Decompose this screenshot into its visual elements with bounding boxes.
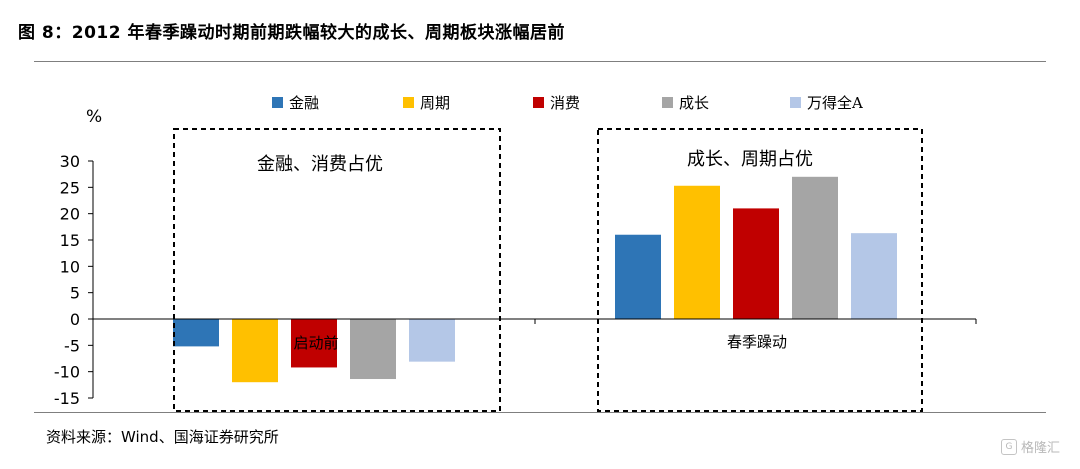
legend-label: 金融 — [289, 94, 319, 112]
watermark-text: 格隆汇 — [1020, 441, 1060, 456]
annotation-boxes: 金融、消费占优 成长、周期占优 — [173, 128, 923, 412]
bottom-divider — [34, 412, 1046, 413]
bar-0-1 — [232, 319, 278, 383]
legend-swatch — [662, 97, 673, 108]
bar-0-0 — [173, 319, 219, 347]
legend-swatch — [790, 97, 801, 108]
annotation-box — [597, 128, 923, 412]
y-tick-label: 10 — [60, 257, 80, 276]
y-axis-ticks: 30 25 20 15 10 5 0 -5 -10 -15 — [54, 152, 93, 408]
watermark-logo-icon: G — [1000, 438, 1017, 455]
y-tick-label: -15 — [54, 389, 80, 408]
bar-0-3 — [350, 319, 396, 380]
category-labels: 启动前 春季躁动 — [293, 333, 787, 352]
category-label: 启动前 — [293, 334, 338, 352]
annotation-text: 金融、消费占优 — [257, 154, 383, 175]
legend-label: 消费 — [550, 94, 580, 112]
y-tick-label: 30 — [60, 152, 80, 171]
bar-0-2 — [291, 319, 337, 368]
bar-0-4 — [409, 319, 455, 362]
bar-1-0 — [615, 234, 661, 319]
y-tick-label: -5 — [64, 336, 80, 355]
bars — [173, 176, 897, 383]
category-label: 春季躁动 — [727, 333, 787, 351]
y-tick-label: 0 — [70, 310, 80, 329]
top-divider — [34, 61, 1046, 62]
source-note: 资料来源：Wind、国海证券研究所 — [46, 428, 279, 446]
y-tick-label: 5 — [70, 284, 80, 303]
y-axis-unit: % — [86, 107, 102, 127]
legend-swatch — [533, 97, 544, 108]
annotation-box — [173, 128, 501, 412]
legend-label: 成长 — [679, 94, 709, 112]
annotation-text: 成长、周期占优 — [687, 149, 813, 170]
bar-1-4 — [851, 233, 897, 319]
y-tick-label: -10 — [54, 363, 80, 382]
legend: 金融 周期 消费 成长 万得全A — [272, 94, 863, 112]
bar-1-3 — [792, 176, 838, 319]
legend-swatch — [403, 97, 414, 108]
legend-label: 周期 — [420, 94, 450, 112]
watermark: G 格隆汇 — [1000, 437, 1060, 456]
legend-swatch — [272, 97, 283, 108]
bar-1-1 — [674, 185, 720, 319]
x-axis-ticks — [534, 319, 977, 324]
bar-1-2 — [733, 208, 779, 319]
y-tick-label: 20 — [60, 205, 80, 224]
y-tick-label: 25 — [60, 178, 80, 197]
legend-label: 万得全A — [807, 94, 863, 112]
page-title: 图 8：2012 年春季躁动时期前期跌幅较大的成长、周期板块涨幅居前 — [18, 23, 565, 43]
y-tick-label: 15 — [60, 231, 80, 250]
